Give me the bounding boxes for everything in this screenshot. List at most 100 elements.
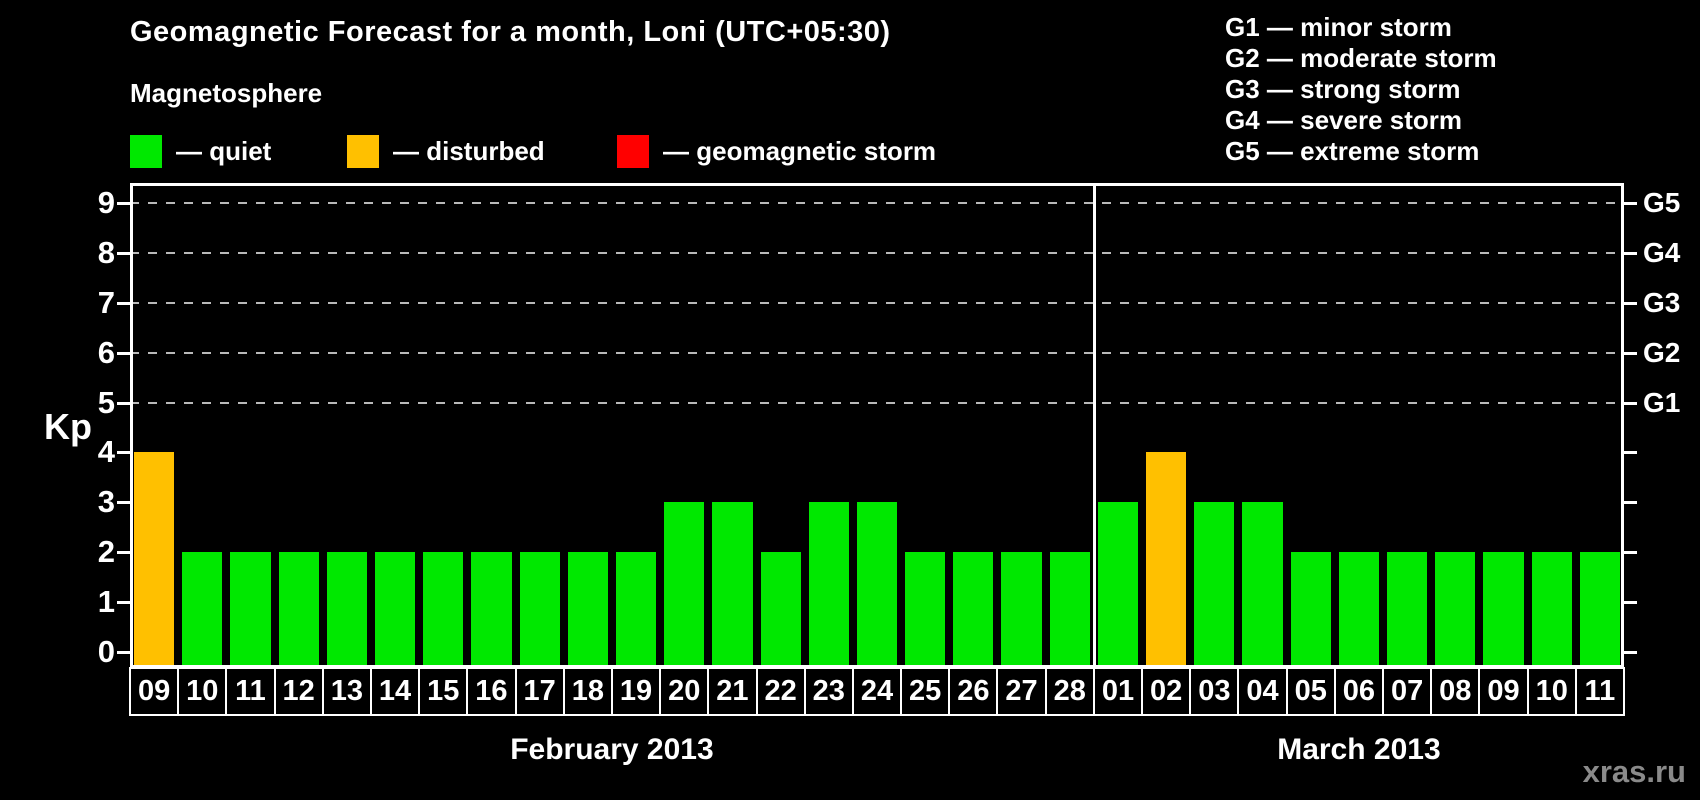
day-label: 13 (321, 667, 372, 716)
day-label: 20 (659, 667, 710, 716)
day-label: 11 (1574, 667, 1625, 716)
kp-bar (519, 552, 560, 668)
kp-bar (712, 502, 753, 668)
day-label: 25 (900, 667, 951, 716)
kp-bar (664, 502, 705, 668)
g-scale-legend-item: G2 — moderate storm (1225, 43, 1497, 73)
gridline (130, 301, 1624, 304)
g-scale-legend: G1 — minor storm G2 — moderate storm G3 … (1225, 12, 1497, 167)
right-axis-tick (1624, 251, 1637, 255)
day-label: 14 (369, 667, 421, 716)
kp-bar (1338, 552, 1380, 668)
day-label: 01 (1092, 667, 1144, 716)
right-axis-tick (1624, 401, 1637, 405)
month-divider (1092, 183, 1096, 668)
y-axis-tick (117, 651, 130, 655)
day-label: 10 (1526, 667, 1577, 716)
day-label: 16 (466, 667, 517, 716)
y-axis-tick (117, 451, 130, 455)
right-axis-tick (1624, 301, 1637, 305)
plot-border (130, 183, 1624, 668)
kp-bar (1001, 552, 1042, 668)
kp-bar (1531, 552, 1572, 668)
kp-bar (567, 552, 608, 668)
kp-bar (1049, 552, 1090, 668)
y-axis-tick (117, 301, 130, 305)
y-axis-title: Kp (44, 406, 92, 447)
day-label: 27 (996, 667, 1047, 716)
storm-color-swatch (617, 134, 649, 168)
kp-bar (808, 502, 849, 668)
y-axis-tick-label: 9 (97, 184, 115, 220)
day-label: 15 (418, 667, 469, 716)
right-axis-tick (1624, 551, 1637, 555)
y-axis-tick-label: 5 (97, 384, 115, 420)
kp-bar (615, 552, 657, 668)
g-scale-legend-item: G3 — strong storm (1225, 74, 1461, 104)
kp-bar (471, 552, 512, 668)
quiet-color-swatch (130, 134, 162, 168)
day-label: 06 (1333, 667, 1385, 716)
kp-bar (1290, 552, 1331, 668)
gridline (130, 351, 1624, 354)
day-label: 22 (755, 667, 806, 716)
g-scale-axis-label: G3 (1643, 286, 1681, 318)
page-title: Geomagnetic Forecast for a month, Loni (… (130, 16, 891, 48)
day-label: 02 (1141, 667, 1192, 716)
kp-bar (423, 552, 464, 668)
day-label: 28 (1044, 667, 1095, 716)
legend-label: — quiet (176, 135, 272, 166)
y-axis-tick (117, 551, 130, 555)
day-label: 09 (129, 667, 180, 716)
g-scale-axis-label: G5 (1643, 186, 1681, 218)
kp-bar (182, 552, 223, 668)
kp-bar (134, 452, 175, 668)
kp-bar (953, 552, 994, 668)
gridline (130, 401, 1624, 404)
right-axis-tick (1624, 501, 1637, 505)
gridline (130, 251, 1624, 254)
y-axis-tick-label: 3 (97, 484, 115, 520)
y-axis-tick-label: 7 (97, 284, 115, 320)
day-label: 17 (514, 667, 565, 716)
day-label: 26 (948, 667, 999, 716)
month-label: March 2013 (1277, 733, 1441, 766)
day-label: 05 (1285, 667, 1336, 716)
legend-item-storm: — geomagnetic storm (617, 134, 936, 168)
day-label: 03 (1189, 667, 1240, 716)
g-scale-legend-item: G4 — severe storm (1225, 105, 1463, 135)
g-scale-axis-label: G4 (1643, 236, 1681, 268)
magnetosphere-legend-title: Magnetosphere (130, 78, 323, 108)
watermark: xras.ru (1582, 754, 1686, 789)
y-axis-tick-label: 1 (97, 584, 115, 620)
g-scale-axis-label: G1 (1643, 386, 1681, 418)
day-label: 11 (225, 667, 276, 716)
day-label: 07 (1382, 667, 1433, 716)
right-axis-tick (1624, 651, 1637, 655)
day-label: 10 (177, 667, 228, 716)
day-label: 18 (562, 667, 613, 716)
day-label: 24 (851, 667, 903, 716)
y-axis-tick-label: 8 (97, 234, 115, 270)
kp-bar (856, 502, 898, 668)
kp-bar (278, 552, 319, 668)
legend-label: — geomagnetic storm (663, 135, 937, 166)
y-axis-tick (117, 601, 130, 605)
g-scale-legend-item: G1 — minor storm (1225, 12, 1452, 42)
kp-bar (374, 552, 416, 668)
y-axis-tick-label: 6 (97, 334, 115, 370)
y-axis-tick-label: 4 (97, 434, 115, 470)
month-label: February 2013 (510, 733, 714, 766)
kp-bar (326, 552, 367, 668)
y-axis-tick-label: 2 (97, 534, 115, 570)
day-label: 09 (1478, 667, 1529, 716)
day-label: 23 (803, 667, 854, 716)
kp-bar (760, 552, 801, 668)
day-label: 21 (707, 667, 758, 716)
day-label: 08 (1430, 667, 1481, 716)
day-label: 19 (610, 667, 662, 716)
legend-label: — disturbed (393, 135, 545, 166)
legend-item-disturbed: — disturbed (347, 134, 545, 168)
y-axis-tick (117, 351, 130, 355)
